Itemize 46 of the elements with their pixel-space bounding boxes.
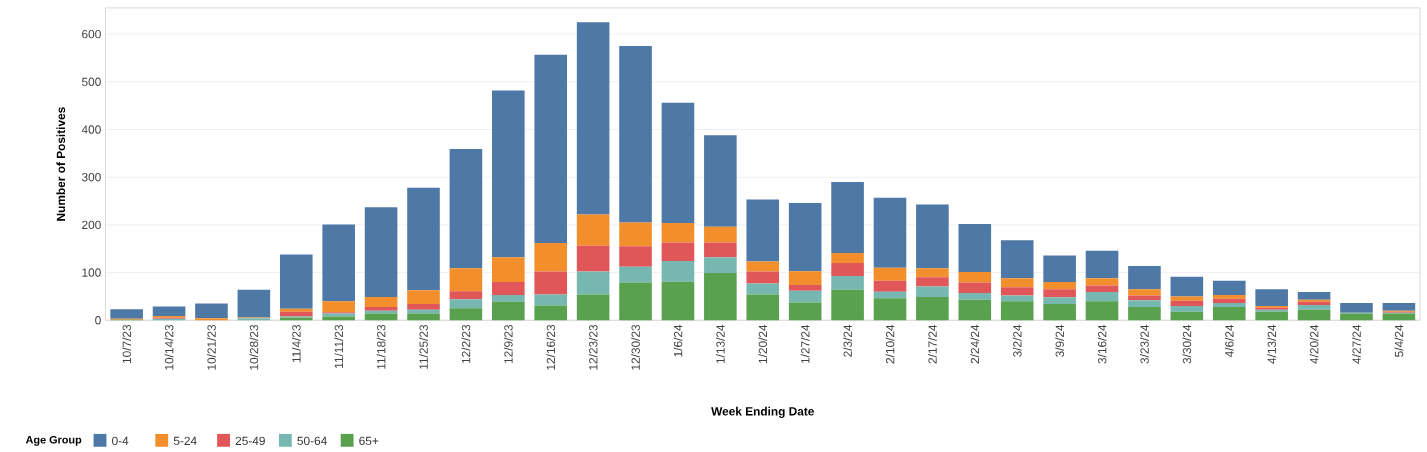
legend-label: 50-64 xyxy=(297,436,327,446)
x-tick-label: 4/20/24 xyxy=(1309,324,1319,364)
x-tick-label: 3/23/24 xyxy=(1140,324,1149,364)
x-tick-label: 2/17/24 xyxy=(928,324,937,364)
x-tick-label: 5/4/24 xyxy=(1394,324,1404,358)
x-tick-label: 3/9/24 xyxy=(1055,324,1064,358)
y-tick-label: 400 xyxy=(81,125,101,134)
legend-label: 65+ xyxy=(359,436,379,446)
legend-label: 5-24 xyxy=(173,436,197,446)
x-axis-title: Week Ending Date xyxy=(711,406,814,419)
x-tick-label: 11/25/23 xyxy=(419,325,428,369)
x-tick-label: 4/27/24 xyxy=(1352,324,1361,364)
x-tick-label: 12/30/23 xyxy=(631,325,640,370)
x-tick-label: 11/11/23 xyxy=(334,325,344,369)
y-axis-title: Number of Positives xyxy=(56,107,66,221)
x-tick-label: 10/14/23 xyxy=(164,325,174,370)
x-tick-label: 2/3/24 xyxy=(843,324,852,357)
x-tick-label: 4/13/24 xyxy=(1267,324,1277,364)
x-tick-label: 10/28/23 xyxy=(249,325,259,370)
x-tick-label: 3/16/24 xyxy=(1097,324,1107,364)
x-tick-label: 11/18/23 xyxy=(376,325,386,369)
y-tick-label: 500 xyxy=(81,77,101,87)
y-tick-label: 300 xyxy=(81,173,101,182)
x-tick-label: 4/6/24 xyxy=(1224,324,1234,358)
x-tick-label: 1/20/24 xyxy=(758,324,768,364)
x-tick-label: 3/2/24 xyxy=(1012,324,1022,358)
legend-label: 25-49 xyxy=(235,436,265,446)
legend-title: Age Group xyxy=(25,436,82,446)
x-tick-label: 12/23/23 xyxy=(588,325,598,370)
x-tick-label: 12/2/23 xyxy=(461,325,471,364)
x-tick-label: 11/4/23 xyxy=(291,325,301,363)
x-tick-label: 1/27/24 xyxy=(800,324,810,364)
legend-label: 0-4 xyxy=(112,436,129,446)
x-tick-label: 12/16/23 xyxy=(546,325,556,370)
x-tick-label: 10/7/23 xyxy=(122,325,131,364)
y-tick-label: 0 xyxy=(95,316,101,325)
x-tick-label: 12/9/23 xyxy=(503,325,513,364)
x-tick-label: 2/24/24 xyxy=(970,324,980,364)
x-tick-label: 1/6/24 xyxy=(673,324,683,357)
y-tick-label: 600 xyxy=(82,30,101,39)
y-tick-label: 200 xyxy=(82,220,101,230)
x-tick-label: 3/30/24 xyxy=(1182,324,1192,364)
y-tick-label: 100 xyxy=(82,268,101,277)
x-tick-label: 2/10/24 xyxy=(885,324,895,364)
x-tick-label: 1/13/24 xyxy=(716,324,725,364)
x-tick-label: 10/21/23 xyxy=(207,325,216,370)
